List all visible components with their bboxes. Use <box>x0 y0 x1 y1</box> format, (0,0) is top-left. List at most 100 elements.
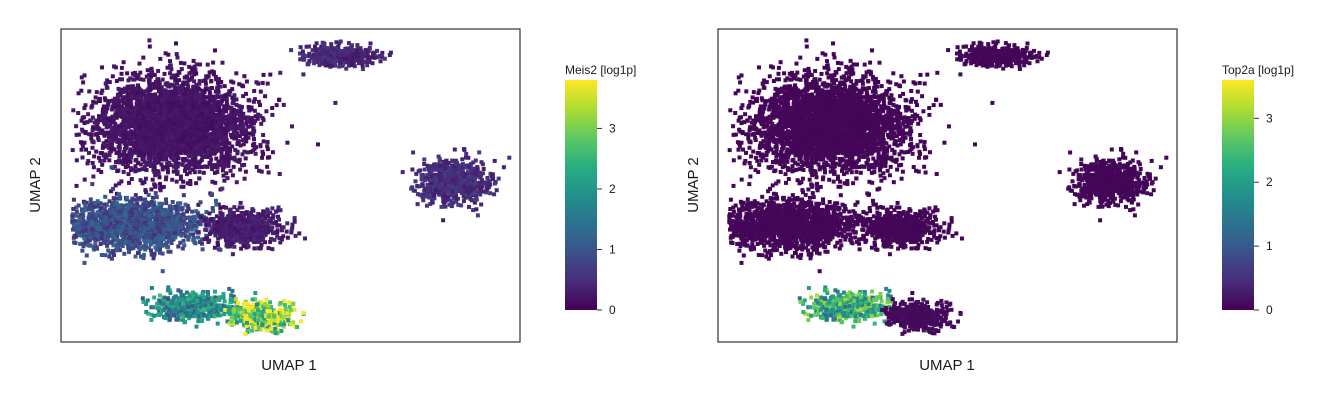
cell-point <box>204 153 209 158</box>
cell-point <box>168 249 173 254</box>
cell-point <box>104 109 109 114</box>
cell-point <box>215 139 220 144</box>
cell-point <box>208 99 213 104</box>
cell-point <box>152 182 157 187</box>
cell-point <box>162 71 167 76</box>
cell-point <box>122 95 127 100</box>
cell-point <box>260 155 264 160</box>
cell-point <box>265 144 270 149</box>
cell-point <box>180 130 185 135</box>
cell-point <box>173 114 178 119</box>
cell-point <box>114 137 119 142</box>
cell-point <box>181 134 186 139</box>
cell-point <box>114 160 118 164</box>
cell-point <box>188 128 193 133</box>
cell-point <box>200 112 205 117</box>
cell-point <box>223 93 228 98</box>
cell-point <box>371 54 376 59</box>
cell-point <box>71 207 76 211</box>
cell-point <box>191 147 196 152</box>
cell-point <box>217 163 221 167</box>
cell-point <box>193 95 198 100</box>
cell-point <box>170 125 175 130</box>
cell-point <box>227 92 232 97</box>
cell-point <box>464 155 468 160</box>
cell-point <box>198 62 202 67</box>
cell-point <box>329 54 334 59</box>
cell-point <box>147 245 152 250</box>
cell-point <box>223 119 228 124</box>
cell-point <box>233 147 238 152</box>
cell-point <box>332 59 336 64</box>
cell-point <box>441 163 446 167</box>
cell-point <box>219 127 224 132</box>
cell-point <box>316 142 320 147</box>
cell-point <box>186 225 191 230</box>
cell-point <box>215 170 220 174</box>
cell-point <box>467 174 472 179</box>
cell-point <box>224 171 229 176</box>
cell-point <box>175 105 180 110</box>
cell-point <box>321 47 325 52</box>
cell-point <box>142 152 146 157</box>
cell-point <box>423 178 428 183</box>
cell-point <box>203 129 207 133</box>
cell-point <box>261 72 266 77</box>
cell-point <box>114 151 119 155</box>
cell-point <box>121 170 126 174</box>
cell-point <box>427 190 432 195</box>
cell-point <box>410 167 415 172</box>
cell-point <box>132 113 137 118</box>
cell-point <box>425 173 430 177</box>
cell-point <box>171 151 176 156</box>
cell-point <box>244 134 248 139</box>
cell-point <box>207 132 212 137</box>
cell-point <box>163 215 168 220</box>
cell-point <box>173 136 178 141</box>
cell-point <box>97 116 102 121</box>
cell-point <box>274 103 279 108</box>
cell-point <box>360 63 365 68</box>
cell-point <box>149 103 154 108</box>
cell-point <box>169 233 174 237</box>
cell-point <box>210 206 215 210</box>
cell-point <box>486 184 491 189</box>
cell-point <box>181 117 185 122</box>
cell-point <box>82 177 87 182</box>
cell-point <box>79 118 84 123</box>
cell-point <box>182 107 187 112</box>
cell-point <box>237 159 242 164</box>
cell-point <box>162 153 167 158</box>
cell-point <box>356 52 361 57</box>
cell-point <box>108 139 113 144</box>
cell-point <box>93 95 98 100</box>
cell-point <box>137 61 142 66</box>
cell-point <box>207 115 212 120</box>
cell-point <box>188 89 193 94</box>
cell-point <box>180 162 185 167</box>
cell-point <box>76 132 81 137</box>
cell-point <box>226 159 231 164</box>
cell-point <box>215 85 220 90</box>
cell-point <box>442 194 447 199</box>
cell-point <box>110 107 115 112</box>
cell-point <box>216 159 221 164</box>
cell-point <box>151 195 155 200</box>
cell-point <box>123 111 128 116</box>
cell-point <box>173 139 178 144</box>
cell-point <box>443 166 448 171</box>
cell-point <box>479 160 484 165</box>
cell-point <box>191 58 196 63</box>
cell-point <box>212 129 217 134</box>
cell-point <box>473 158 478 163</box>
cell-point <box>462 177 467 182</box>
cell-point <box>432 164 437 169</box>
cell-point <box>190 68 195 73</box>
cell-point <box>470 172 475 177</box>
cell-point <box>202 90 207 94</box>
cell-point <box>335 54 340 59</box>
cell-point <box>158 181 162 186</box>
cell-point <box>196 142 201 147</box>
cell-point <box>152 166 157 170</box>
cell-point <box>152 107 157 112</box>
